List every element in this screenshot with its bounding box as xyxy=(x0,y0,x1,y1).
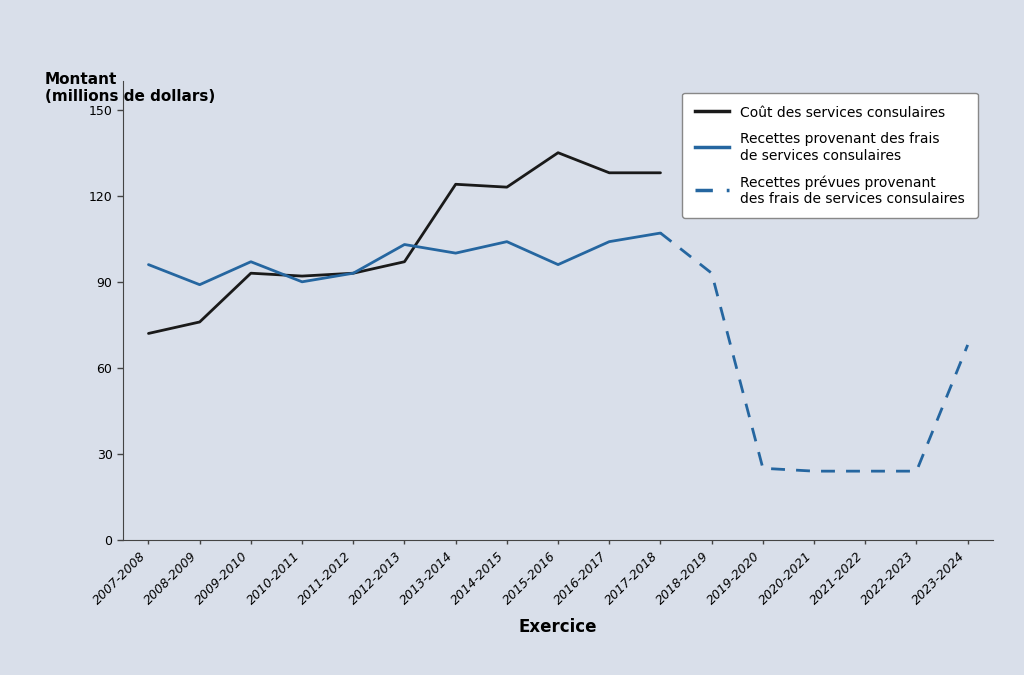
X-axis label: Exercice: Exercice xyxy=(519,618,597,636)
Text: Montant
(millions de dollars): Montant (millions de dollars) xyxy=(45,72,215,104)
Legend: Coût des services consulaires, Recettes provenant des frais
de services consulai: Coût des services consulaires, Recettes … xyxy=(682,92,978,218)
